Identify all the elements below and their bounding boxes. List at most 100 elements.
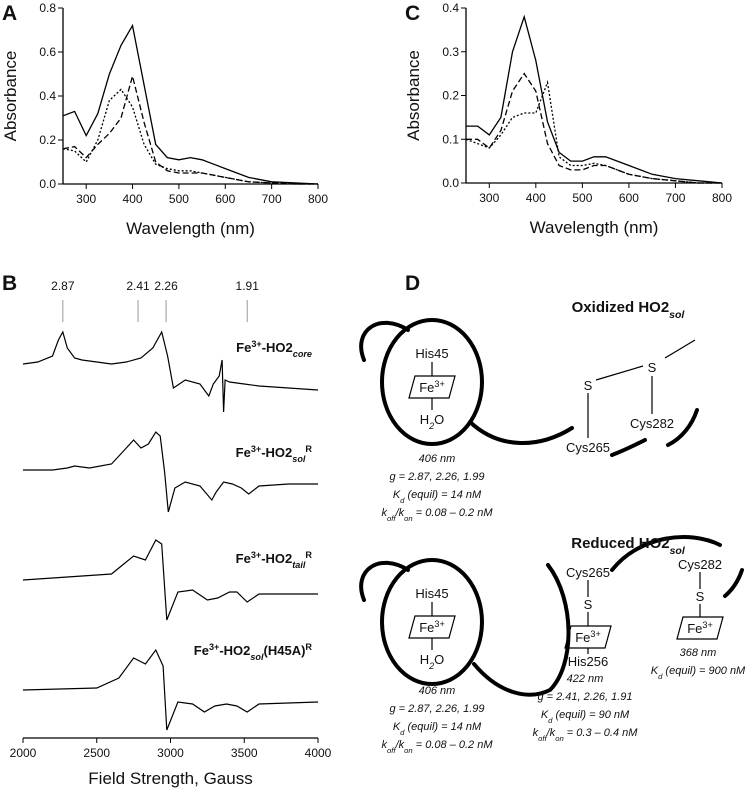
text-part: /k (395, 739, 405, 751)
text-part: g = 2.41, 2.26, 1.91 (537, 691, 632, 703)
iron: Fe3+ (575, 629, 601, 645)
sulfur: S (584, 378, 593, 393)
text-part: g = 2.87, 2.26, 1.99 (389, 471, 484, 483)
text-part: 3+ (251, 550, 261, 560)
spectrum-line (466, 72, 722, 184)
residue: His45 (415, 586, 448, 601)
spectrum-label: Fe3+-HO2core (236, 339, 312, 359)
annotation: g = 2.87, 2.26, 1.99 (389, 703, 484, 715)
text-part: 3+ (251, 444, 261, 454)
annotation: koff/kon = 0.08 – 0.2 nM (382, 507, 494, 523)
epr-spectrum (22, 539, 318, 621)
iron: Fe3+ (687, 620, 713, 636)
heme (408, 375, 456, 399)
sulfur: S (648, 360, 657, 375)
residue: Cys282 (630, 416, 674, 431)
panel-letter: A (2, 2, 17, 25)
text-part: O (434, 652, 444, 667)
text-part: Fe (236, 551, 251, 566)
text-part: off (538, 734, 547, 743)
y-tick-label: 0.2 (39, 133, 56, 147)
text-part: sol (669, 309, 685, 321)
residue: Cys265 (566, 440, 610, 455)
sulfur: S (696, 589, 705, 604)
text-part: 3+ (434, 379, 444, 389)
text-part: R (305, 642, 312, 652)
text-part: g = 2.87, 2.26, 1.99 (389, 703, 484, 715)
y-tick-label: 0.0 (442, 176, 459, 190)
y-tick-label: 0.8 (39, 1, 56, 15)
bond (664, 339, 696, 359)
residue: Cys265 (566, 565, 610, 580)
annotation: 406 nm (419, 453, 456, 465)
text-part: k (533, 727, 539, 739)
y-tick-label: 0.4 (442, 1, 459, 15)
heme (676, 616, 724, 640)
g-value: 2.41 (126, 279, 150, 293)
text-part: /k (546, 727, 556, 739)
x-tick-label: 700 (262, 192, 282, 206)
text-part: sol (292, 454, 306, 464)
text-part: Fe (687, 621, 702, 636)
text-part: Fe (236, 340, 251, 355)
text-part: O (434, 412, 444, 427)
annotation: Kd (equil) = 90 nM (541, 709, 630, 725)
x-tick-label: 400 (526, 191, 546, 205)
text-part: H (420, 412, 429, 427)
chain (359, 320, 410, 362)
diagram-title: Reduced HO2sol (571, 535, 686, 557)
text-part: H (420, 652, 429, 667)
water: H2O (420, 412, 445, 431)
x-axis-title: Wavelength (nm) (530, 218, 659, 237)
chain (359, 560, 410, 602)
text-part: = 0.08 – 0.2 nM (413, 507, 494, 519)
annotation: Kd (equil) = 900 nM (651, 665, 746, 681)
text-part: R (305, 550, 312, 560)
heme (564, 625, 612, 649)
text-part: Fe (236, 445, 251, 460)
x-tick-label: 400 (123, 192, 143, 206)
residue: His45 (415, 346, 448, 361)
text-part: /k (395, 507, 405, 519)
spectrum-line (62, 88, 318, 185)
text-part: d (400, 728, 405, 737)
annotation: Kd (equil) = 14 nM (393, 721, 482, 737)
text-part: (equil) = 14 nM (404, 721, 482, 733)
text-part: 368 nm (680, 647, 717, 659)
x-tick-label: 3000 (157, 746, 184, 760)
text-part: d (400, 496, 405, 505)
spectrum-label: Fe3+-HO2tailR (236, 550, 313, 570)
y-tick-label: 0.3 (442, 45, 459, 59)
text-part: 3+ (590, 629, 600, 639)
text-part: K (393, 489, 401, 501)
text-part: R (305, 444, 312, 454)
text-part: (equil) = 90 nM (552, 709, 630, 721)
y-axis-title: Absorbance (1, 51, 20, 142)
y-axis-title: Absorbance (404, 50, 423, 141)
text-part: 2 (428, 661, 434, 671)
annotation: Kd (equil) = 14 nM (393, 489, 482, 505)
text-part: sol (670, 545, 686, 557)
x-tick-label: 700 (665, 191, 685, 205)
text-part: (equil) = 14 nM (404, 489, 482, 501)
chain (666, 408, 699, 447)
x-tick-label: 800 (308, 192, 328, 206)
y-tick-label: 0.2 (442, 89, 459, 103)
text-part: Fe (194, 643, 209, 658)
x-tick-label: 4000 (305, 746, 332, 760)
text-part: 3+ (251, 339, 261, 349)
text-part: Fe (419, 380, 434, 395)
text-part: Oxidized HO2 (572, 299, 670, 316)
panel-letter: B (2, 272, 17, 295)
chain (610, 535, 722, 572)
spectrum-line (62, 73, 318, 185)
text-part: (H45A) (264, 643, 306, 658)
x-tick-label: 800 (712, 191, 732, 205)
residue: Cys282 (678, 557, 722, 572)
text-part: -HO2 (261, 551, 292, 566)
text-part: (equil) = 900 nM (662, 665, 746, 677)
x-tick-label: 500 (169, 192, 189, 206)
x-tick-label: 3500 (231, 746, 258, 760)
panel-letter: D (405, 272, 420, 295)
